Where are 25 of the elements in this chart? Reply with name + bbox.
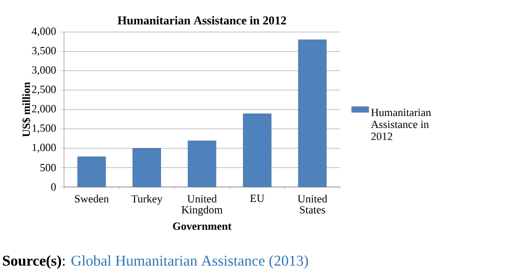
y-tick-label: 3,500 [32,46,56,56]
y-axis-title: US$ million [22,82,31,137]
y-tick-label: 500 [40,164,56,172]
text: Global Humanitarian Assistance (2013) [71,255,308,269]
x-tick-label: EU [250,194,264,202]
y-tick-label: 4,000 [32,28,56,36]
y-tick-label: 0 [51,183,56,191]
y-tick-label: 1,500 [32,124,56,134]
x-tick-label: United States [298,194,328,214]
x-axis-title: Government [173,222,232,230]
text: Source(s): [2,255,65,269]
x-tick-label: United Kingdom [182,194,223,216]
bar [298,40,327,187]
y-tick-label: 1,000 [32,144,56,153]
y-tick-label: 2,500 [32,86,56,95]
legend-label: Humanitarian Assistance in 2012 [370,108,431,140]
y-tick-label: 3,000 [32,66,56,76]
bar [77,156,106,187]
bar [243,114,272,187]
bar [188,140,216,187]
chart-title: Humanitarian Assistance in 2012 [118,16,286,24]
x-tick-label: Turkey [131,194,162,205]
y-tick-label: 2,000 [32,105,56,114]
bar [132,148,161,187]
x-tick-label: Sweden [74,194,109,202]
